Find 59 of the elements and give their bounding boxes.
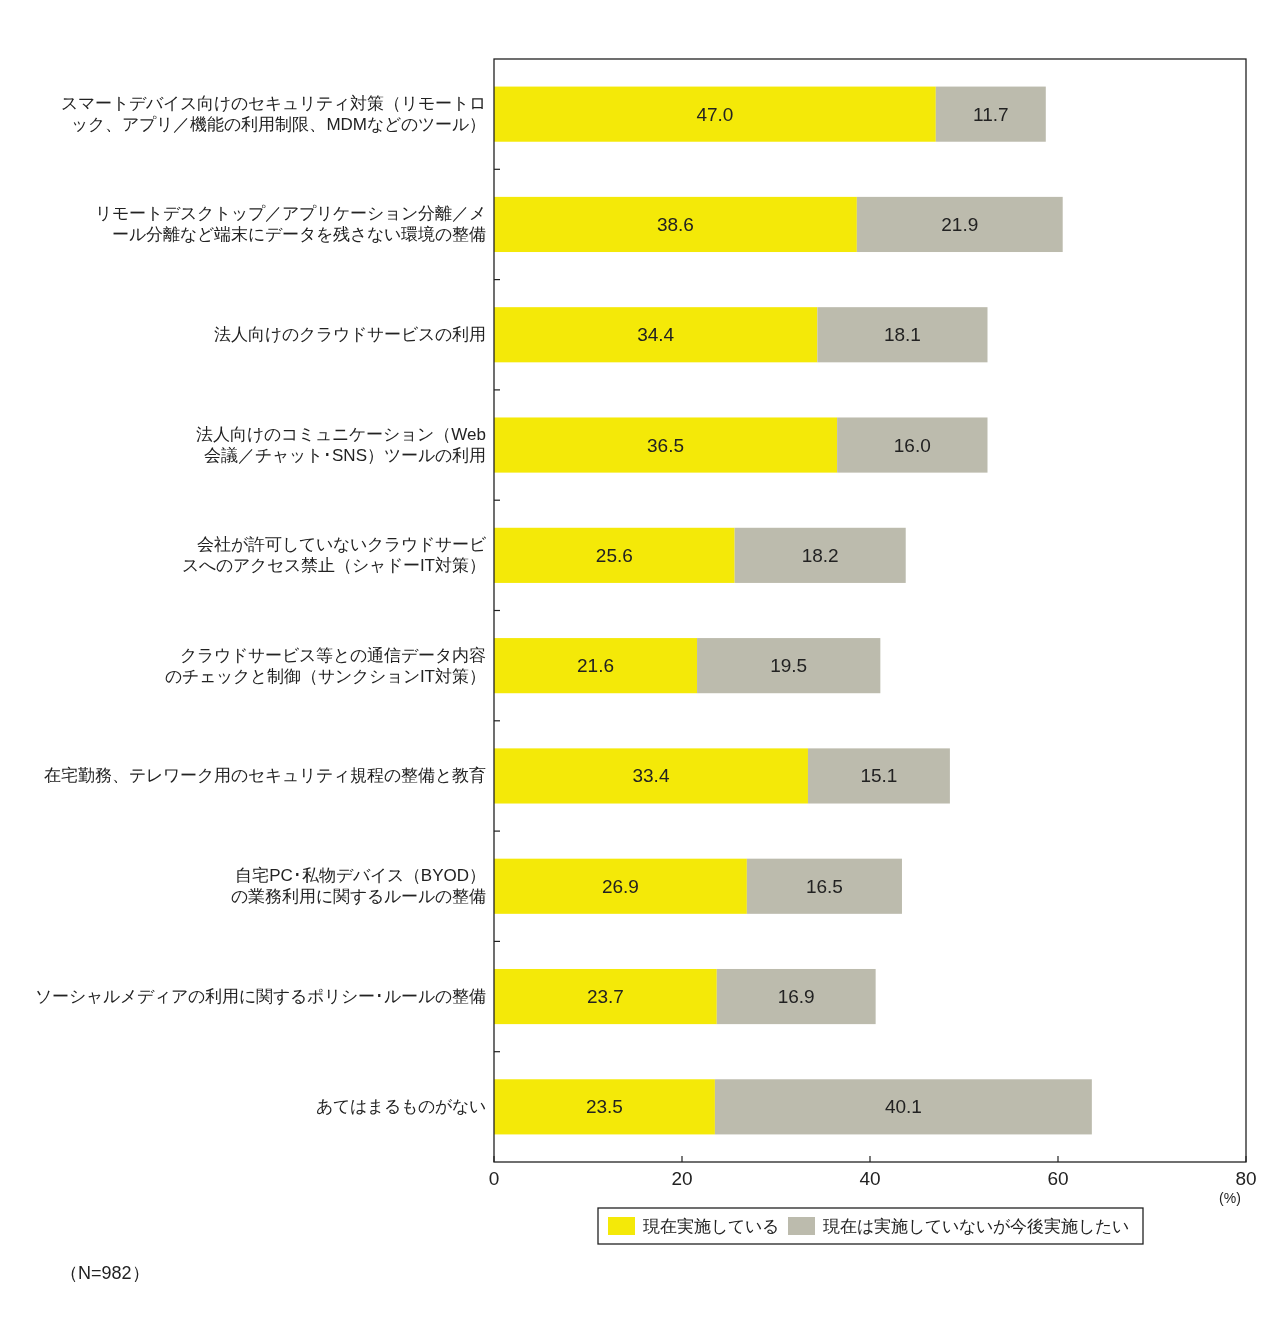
bar: [494, 307, 818, 363]
bar: [837, 417, 988, 473]
y-tick-label: 法人向けのクラウドサービスの利用: [214, 324, 486, 346]
bar: [494, 858, 747, 914]
bar: [494, 748, 808, 804]
legend-label: 現在は実施していないが今後実施したい: [823, 1216, 1129, 1236]
data-label: 16.5: [805, 875, 843, 897]
y-tick-label: あてはまるものがない: [316, 1096, 486, 1118]
x-tick-label: 0: [488, 1167, 500, 1189]
bar: [716, 968, 876, 1025]
legend-label: 現在実施している: [643, 1216, 779, 1236]
y-tick-label: 自宅PC･私物デバイス（BYOD）の業務利用に関するルールの整備: [230, 865, 486, 908]
x-tick-label: 60: [1047, 1167, 1069, 1189]
bar: [494, 417, 838, 473]
data-label: 18.1: [883, 324, 921, 346]
data-label: 18.2: [801, 544, 839, 566]
data-label: 16.0: [893, 434, 931, 456]
data-label: 25.6: [595, 544, 633, 566]
bar: [494, 527, 735, 583]
data-label: 47.0: [696, 103, 734, 125]
bar: [935, 86, 1046, 142]
data-label: 33.4: [632, 765, 670, 787]
bar: [817, 307, 988, 363]
x-tick-label: 40: [859, 1167, 881, 1189]
y-tick-label: 在宅勤務、テレワーク用のセキュリティ規程の整備と教育: [44, 765, 486, 787]
x-axis-title: (%): [1219, 1190, 1241, 1206]
data-label: 23.7: [586, 986, 624, 1008]
bar: [856, 196, 1063, 253]
data-label: 16.9: [777, 986, 815, 1008]
bar: [697, 638, 881, 694]
y-tick-label: ソーシャルメディアの利用に関するポリシー･ルールの整備: [35, 986, 486, 1008]
bar: [494, 968, 717, 1025]
data-label: 34.4: [637, 324, 675, 346]
y-tick-label: 会社が許可していないクラウドサービスへのアクセス禁止（シャドーIT対策）: [180, 534, 486, 577]
x-tick-label: 80: [1235, 1167, 1257, 1189]
bar: [494, 1079, 715, 1135]
data-label: 11.7: [973, 103, 1009, 125]
data-label: 21.6: [577, 655, 615, 677]
data-label: 36.5: [647, 434, 685, 456]
bar: [807, 748, 950, 804]
data-label: 21.9: [941, 213, 979, 235]
bar: [494, 196, 857, 253]
y-tick-label: スマートデバイス向けのセキュリティ対策（リモートロック、アプリ／機能の利用制限、MDMなどのツール）: [60, 93, 486, 136]
y-tick-label: リモートデスクトップ／アプリケーション分離／メール分離など端末にデータを残さない環境の整備: [94, 203, 486, 246]
y-tick-label: 法人向けのコミュニケーション（Web会議／チャット･SNS）ツールの利用: [195, 424, 486, 467]
data-label: 23.5: [585, 1096, 623, 1118]
bar: [734, 527, 906, 583]
data-label: 38.6: [656, 213, 694, 235]
bar: [494, 638, 698, 694]
data-label: 40.1: [884, 1096, 922, 1118]
y-tick-label: クラウドサービス等との通信データ内容のチェックと制御（サンクションIT対策）: [163, 644, 486, 687]
bar: [714, 1079, 1092, 1135]
x-tick-label: 20: [671, 1167, 693, 1189]
data-label: 15.1: [860, 765, 898, 787]
bar: [746, 858, 902, 914]
data-label: 19.5: [770, 655, 808, 677]
data-label: 26.9: [601, 875, 639, 897]
bar: [494, 86, 936, 142]
text: （N=982）: [60, 1263, 150, 1283]
